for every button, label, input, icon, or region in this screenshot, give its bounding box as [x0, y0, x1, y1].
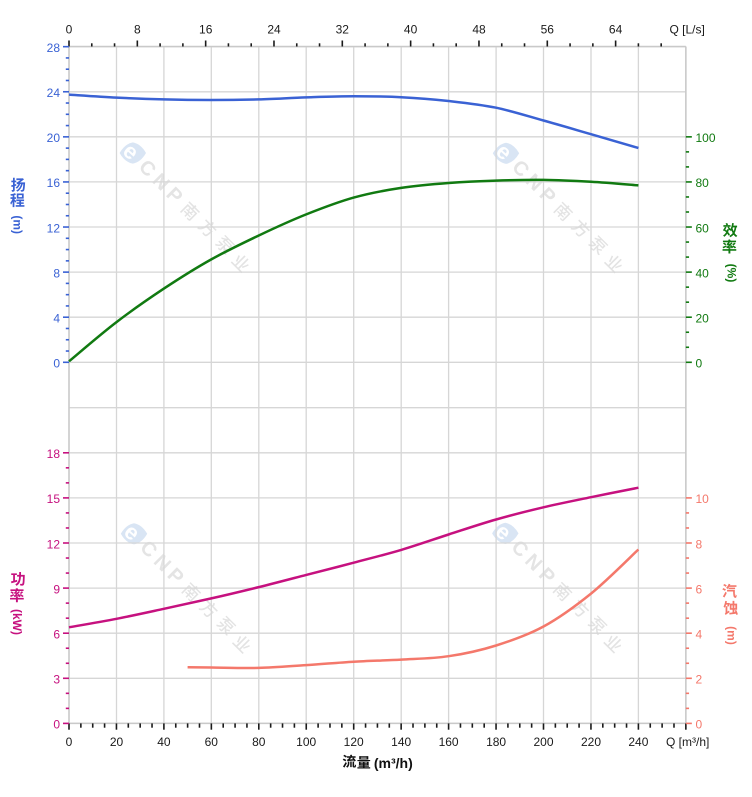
- svg-text:120: 120: [344, 735, 364, 749]
- svg-text:(m): (m): [725, 626, 739, 645]
- svg-text:60: 60: [205, 735, 219, 749]
- svg-text:100: 100: [296, 735, 316, 749]
- svg-text:Q [m³/h]: Q [m³/h]: [666, 735, 709, 749]
- svg-text:16: 16: [47, 176, 61, 190]
- svg-text:15: 15: [47, 492, 61, 506]
- svg-text:0: 0: [53, 718, 60, 732]
- svg-text:10: 10: [696, 492, 710, 506]
- svg-text:180: 180: [486, 735, 506, 749]
- svg-text:160: 160: [439, 735, 459, 749]
- svg-text:0: 0: [66, 23, 73, 37]
- svg-text:24: 24: [267, 23, 281, 37]
- svg-text:60: 60: [696, 221, 710, 235]
- svg-text:8: 8: [696, 537, 703, 551]
- svg-text:8: 8: [53, 266, 60, 280]
- svg-text:40: 40: [696, 266, 710, 280]
- svg-text:80: 80: [696, 176, 710, 190]
- svg-text:12: 12: [47, 221, 61, 235]
- svg-text:140: 140: [391, 735, 411, 749]
- svg-text:20: 20: [110, 735, 124, 749]
- svg-text:Q [L/s]: Q [L/s]: [670, 23, 705, 37]
- svg-text:40: 40: [157, 735, 171, 749]
- svg-text:18: 18: [47, 447, 61, 461]
- svg-text:240: 240: [628, 735, 648, 749]
- svg-text:(%): (%): [725, 264, 739, 283]
- svg-text:32: 32: [336, 23, 350, 37]
- svg-text:220: 220: [581, 735, 601, 749]
- svg-text:28: 28: [47, 41, 61, 55]
- svg-text:16: 16: [199, 23, 213, 37]
- svg-text:0: 0: [696, 718, 703, 732]
- svg-text:64: 64: [609, 23, 623, 37]
- svg-text:24: 24: [47, 86, 61, 100]
- svg-text:2: 2: [696, 673, 703, 687]
- svg-text:100: 100: [696, 131, 716, 145]
- svg-text:0: 0: [53, 357, 60, 371]
- svg-text:20: 20: [696, 312, 710, 326]
- svg-text:(m³/h): (m³/h): [370, 755, 413, 771]
- svg-text:4: 4: [53, 312, 60, 326]
- svg-text:0: 0: [696, 357, 703, 371]
- svg-text:(m): (m): [10, 215, 24, 234]
- svg-text:6: 6: [53, 628, 60, 642]
- svg-text:48: 48: [472, 23, 486, 37]
- svg-text:8: 8: [134, 23, 141, 37]
- svg-text:4: 4: [696, 628, 703, 642]
- svg-text:56: 56: [541, 23, 555, 37]
- svg-text:200: 200: [533, 735, 553, 749]
- svg-text:80: 80: [252, 735, 266, 749]
- svg-text:40: 40: [404, 23, 418, 37]
- svg-text:0: 0: [66, 735, 73, 749]
- svg-text:12: 12: [47, 537, 61, 551]
- svg-text:6: 6: [696, 582, 703, 596]
- svg-text:20: 20: [47, 131, 61, 145]
- svg-text:3: 3: [53, 673, 60, 687]
- svg-text:(kW): (kW): [10, 609, 24, 635]
- svg-text:9: 9: [53, 582, 60, 596]
